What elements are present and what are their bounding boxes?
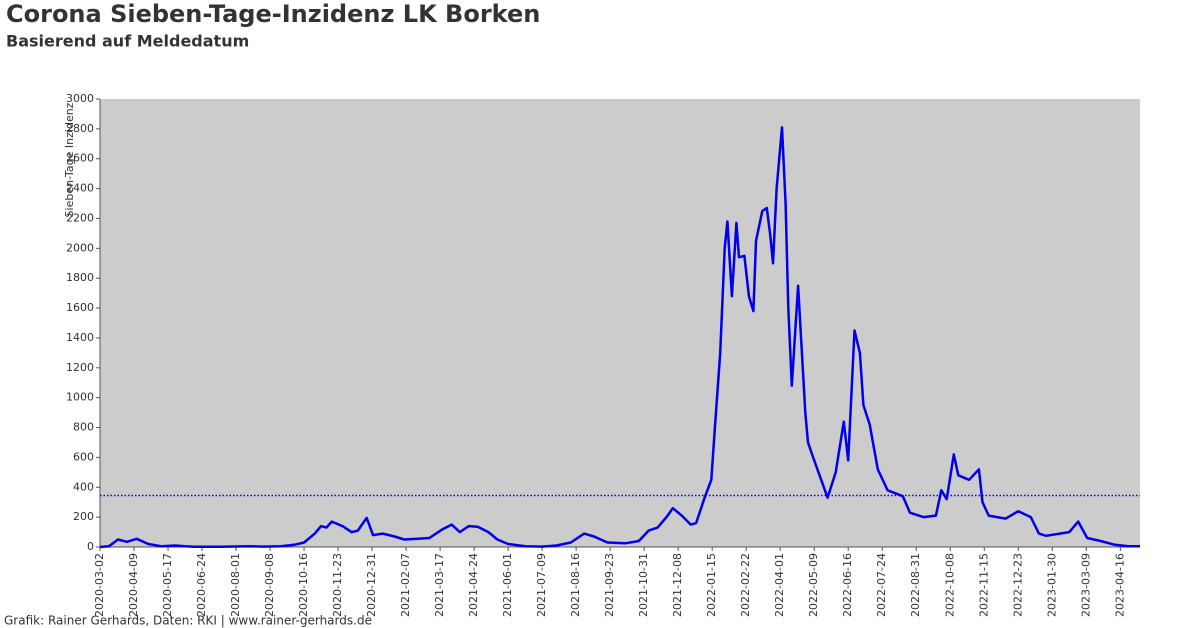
- x-tick-label: 2021-10-31: [637, 553, 650, 617]
- plot-area: [100, 99, 1140, 547]
- x-tick-label: 2021-03-17: [433, 553, 446, 617]
- x-tick-label: 2020-06-24: [195, 553, 208, 617]
- x-tick-label: 2022-11-15: [977, 553, 990, 617]
- x-tick-label: 2021-04-24: [467, 553, 480, 617]
- y-tick-label: 2000: [66, 241, 94, 254]
- x-tick-label: 2022-08-31: [909, 553, 922, 617]
- y-tick-label: 3000: [66, 92, 94, 105]
- x-tick-label: 2021-12-08: [671, 553, 684, 617]
- y-tick-label: 2600: [66, 152, 94, 165]
- x-tick-label: 2020-09-08: [263, 553, 276, 617]
- y-tick-label: 1600: [66, 301, 94, 314]
- y-tick-label: 2400: [66, 182, 94, 195]
- x-tick-label: 2022-04-01: [773, 553, 786, 617]
- x-tick-label: 2021-07-09: [535, 553, 548, 617]
- y-tick-label: 1000: [66, 391, 94, 404]
- x-tick-label: 2021-09-23: [603, 553, 616, 617]
- x-tick-label: 2022-05-09: [807, 553, 820, 617]
- x-tick-label: 2020-03-02: [93, 553, 106, 617]
- y-axis-label: Sieben-Tage Inzidenz: [63, 102, 76, 217]
- y-tick-label: 1200: [66, 361, 94, 374]
- x-tick-label: 2022-01-15: [705, 553, 718, 617]
- x-tick-label: 2022-10-08: [943, 553, 956, 617]
- y-tick-label: 800: [73, 421, 94, 434]
- x-tick-label: 2020-10-16: [297, 553, 310, 617]
- x-tick-label: 2020-12-31: [365, 553, 378, 617]
- x-tick-label: 2020-11-23: [331, 553, 344, 617]
- x-tick-label: 2020-04-09: [127, 553, 140, 617]
- y-tick-label: 600: [73, 450, 94, 463]
- y-tick-label: 1800: [66, 271, 94, 284]
- x-tick-label: 2020-08-01: [229, 553, 242, 617]
- y-tick-label: 2800: [66, 122, 94, 135]
- data-line: [99, 126, 1140, 549]
- x-tick-label: 2020-05-17: [161, 553, 174, 617]
- footer: Grafik: Rainer Gerhards, Daten: RKI | ww…: [4, 614, 372, 628]
- x-tick-label: 2021-08-16: [569, 553, 582, 617]
- x-tick-label: 2022-07-24: [875, 553, 888, 617]
- x-tick-label: 2023-03-09: [1079, 553, 1092, 617]
- y-tick-label: 200: [73, 510, 94, 523]
- x-tick-label: 2021-02-07: [399, 553, 412, 617]
- x-tick-label: 2021-06-01: [501, 553, 514, 617]
- y-tick-label: 1400: [66, 331, 94, 344]
- y-tick-label: 0: [87, 540, 94, 553]
- chart-subtitle: Basierend auf Meldedatum: [6, 32, 249, 51]
- x-tick-label: 2022-02-22: [739, 553, 752, 617]
- x-tick-label: 2022-06-16: [841, 553, 854, 617]
- x-tick-label: 2023-01-30: [1045, 553, 1058, 617]
- x-tick-label: 2022-12-23: [1011, 553, 1024, 617]
- x-tick-label: 2023-04-16: [1113, 553, 1126, 617]
- y-tick-label: 2200: [66, 211, 94, 224]
- chart-title: Corona Sieben-Tage-Inzidenz LK Borken: [6, 0, 540, 28]
- y-tick-label: 400: [73, 480, 94, 493]
